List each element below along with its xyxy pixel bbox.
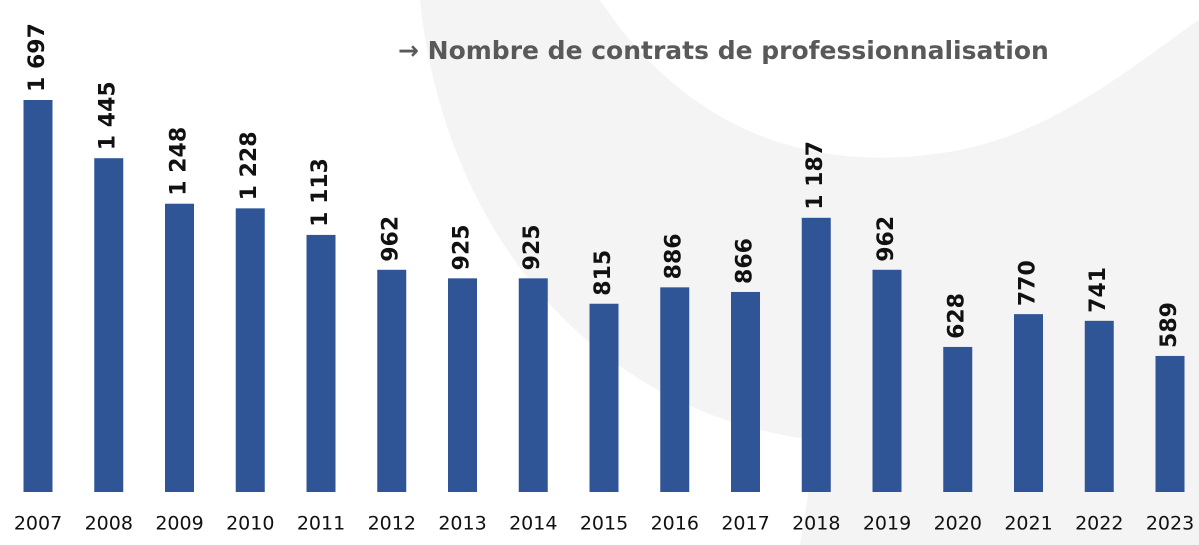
bar: [94, 158, 124, 492]
value-label: 741: [1086, 267, 1111, 313]
bar: [801, 217, 831, 492]
value-label: 925: [450, 224, 475, 270]
x-tick-label: 2021: [1004, 513, 1052, 535]
value-label: 1 248: [167, 127, 192, 196]
value-label: 1 697: [25, 23, 50, 92]
bar: [306, 234, 336, 492]
value-label: 1 187: [803, 141, 828, 210]
x-tick-label: 2013: [438, 513, 486, 535]
x-tick-label: 2015: [580, 513, 628, 535]
x-tick-label: 2019: [863, 513, 911, 535]
value-label: 628: [945, 293, 970, 339]
value-label: 815: [591, 250, 616, 296]
bar: [23, 100, 53, 492]
bar: [448, 278, 477, 492]
value-label: 1 113: [308, 158, 333, 227]
value-label: 866: [733, 238, 758, 284]
x-tick-label: 2010: [226, 513, 274, 535]
x-tick-label: 2016: [651, 513, 699, 535]
bar: [589, 303, 619, 492]
bar: [731, 291, 760, 492]
x-tick-label: 2023: [1146, 513, 1194, 535]
x-tick-label: 2018: [792, 513, 840, 535]
bar: [872, 269, 902, 492]
bar: [1084, 320, 1114, 492]
bar: [943, 346, 973, 492]
bar: [660, 287, 690, 492]
value-label: 1 445: [96, 81, 121, 150]
value-label: 1 228: [237, 131, 262, 200]
x-tick-label: 2022: [1075, 513, 1123, 535]
x-tick-label: 2012: [368, 513, 416, 535]
bar: [165, 203, 194, 492]
bar: [1014, 314, 1043, 492]
x-tick-label: 2011: [297, 513, 345, 535]
value-label: 962: [379, 216, 404, 262]
value-label: 925: [520, 224, 545, 270]
x-tick-label: 2007: [14, 513, 62, 535]
value-label: 962: [874, 216, 899, 262]
bar: [235, 208, 265, 492]
x-tick-label: 2017: [721, 513, 769, 535]
value-label: 770: [1016, 260, 1041, 306]
x-tick-label: 2020: [934, 513, 982, 535]
value-label: 886: [662, 233, 687, 279]
x-tick-label: 2008: [85, 513, 133, 535]
bar: [377, 269, 407, 492]
chart-title: → Nombre de contrats de professionnalisa…: [398, 36, 1049, 65]
x-tick-label: 2014: [509, 513, 557, 535]
bar: [1155, 355, 1185, 492]
x-tick-label: 2009: [155, 513, 203, 535]
value-label: 589: [1157, 302, 1182, 348]
bar: [518, 278, 548, 492]
